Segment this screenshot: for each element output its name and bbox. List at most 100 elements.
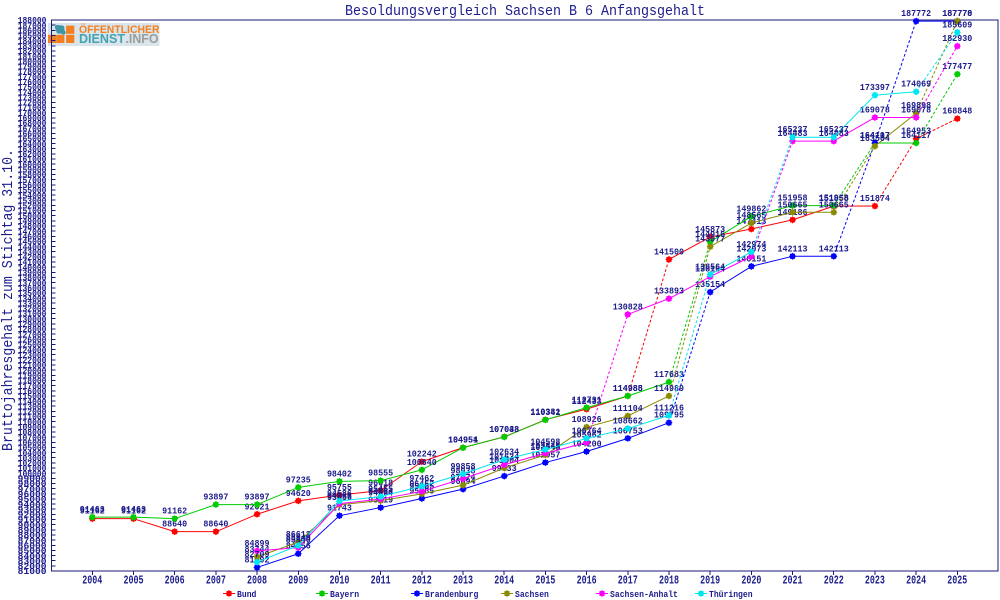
svg-text:82709: 82709 [245,549,270,560]
svg-text:97462: 97462 [409,473,434,484]
svg-text:114989: 114989 [654,383,684,394]
svg-text:134000: 134000 [18,293,47,304]
svg-text:2014: 2014 [494,574,514,588]
svg-text:188000: 188000 [18,15,47,26]
svg-text:98000: 98000 [18,479,47,490]
svg-text:98402: 98402 [327,468,352,479]
svg-text:127000: 127000 [18,329,47,340]
svg-text:149000: 149000 [18,216,47,227]
svg-text:164483: 164483 [778,128,808,139]
svg-text:126000: 126000 [18,334,47,345]
svg-text:94086: 94086 [327,491,352,502]
svg-text:133000: 133000 [18,298,47,309]
svg-text:96000: 96000 [18,489,47,500]
svg-text:Bayern: Bayern [330,589,359,600]
svg-text:99858: 99858 [451,461,476,472]
svg-text:137000: 137000 [18,278,47,289]
svg-text:138164: 138164 [695,264,725,275]
svg-text:113000: 113000 [18,401,47,412]
svg-text:151958: 151958 [778,193,808,204]
svg-text:184000: 184000 [18,36,47,47]
svg-text:86613: 86613 [286,529,311,540]
svg-text:142113: 142113 [819,243,849,254]
svg-text:2005: 2005 [123,574,143,588]
svg-text:2012: 2012 [412,574,432,588]
svg-text:169000: 169000 [18,113,47,124]
svg-text:Bruttojahresgehalt zum Stichta: Bruttojahresgehalt zum Stichtag 31.10. [0,149,17,451]
svg-text:95755: 95755 [327,482,352,493]
svg-text:143977: 143977 [695,234,725,245]
svg-text:180000: 180000 [18,56,47,67]
svg-text:160000: 160000 [18,159,47,170]
svg-text:164117: 164117 [901,130,931,141]
svg-text:Bund: Bund [237,589,256,600]
svg-text:150665: 150665 [819,199,849,210]
svg-text:2021: 2021 [783,574,803,588]
svg-text:91463: 91463 [80,504,105,515]
svg-text:138564: 138564 [695,262,725,273]
svg-text:106764: 106764 [572,425,602,436]
svg-text:159000: 159000 [18,165,47,176]
svg-text:165237: 165237 [778,124,808,135]
svg-text:123000: 123000 [18,350,47,361]
svg-text:103000: 103000 [18,453,47,464]
svg-text:117683: 117683 [654,369,684,380]
svg-text:163000: 163000 [18,144,47,155]
svg-text:2013: 2013 [453,574,473,588]
svg-text:115000: 115000 [18,391,47,402]
svg-text:121000: 121000 [18,360,47,371]
svg-text:104598: 104598 [530,436,560,447]
svg-text:83000: 83000 [18,556,47,567]
svg-text:148000: 148000 [18,221,47,232]
svg-text:177477: 177477 [942,61,972,72]
svg-text:150000: 150000 [18,211,47,222]
svg-text:2017: 2017 [618,574,638,588]
svg-text:168000: 168000 [18,118,47,129]
svg-text:85949: 85949 [286,533,311,544]
svg-text:100640: 100640 [407,457,437,468]
svg-text:187778: 187778 [942,8,972,19]
svg-text:165237: 165237 [819,124,849,135]
svg-text:151858: 151858 [819,193,849,204]
svg-text:168848: 168848 [942,106,972,117]
svg-text:102634: 102634 [489,447,519,458]
svg-text:187000: 187000 [18,20,47,31]
svg-text:2009: 2009 [288,574,308,588]
svg-text:90000: 90000 [18,520,47,531]
svg-text:172000: 172000 [18,98,47,109]
svg-text:93000: 93000 [18,504,47,515]
svg-text:157000: 157000 [18,175,47,186]
svg-text:166000: 166000 [18,128,47,139]
svg-text:142000: 142000 [18,252,47,263]
svg-text:132000: 132000 [18,304,47,315]
svg-text:147000: 147000 [18,226,47,237]
svg-text:109000: 109000 [18,422,47,433]
svg-text:91000: 91000 [18,515,47,526]
svg-text:88640: 88640 [162,519,187,530]
svg-text:114000: 114000 [18,396,47,407]
svg-text:148565: 148565 [736,210,766,221]
svg-text:156000: 156000 [18,180,47,191]
svg-text:2004: 2004 [82,574,102,588]
svg-text:Brandenburg: Brandenburg [425,589,479,600]
svg-text:2024: 2024 [906,574,926,588]
svg-text:130828: 130828 [613,301,643,312]
svg-text:176000: 176000 [18,77,47,88]
svg-text:119000: 119000 [18,371,47,382]
svg-text:185000: 185000 [18,31,47,42]
svg-text:2015: 2015 [535,574,555,588]
svg-text:94620: 94620 [286,488,311,499]
svg-text:149862: 149862 [736,203,766,214]
svg-text:177000: 177000 [18,72,47,83]
svg-text:93856: 93856 [327,492,352,503]
svg-text:185609: 185609 [942,19,972,30]
svg-text:187770: 187770 [942,8,972,19]
svg-text:87000: 87000 [18,535,47,546]
svg-text:ÖFFENTLICHER: ÖFFENTLICHER [79,23,160,36]
svg-text:111216: 111216 [654,402,684,413]
svg-text:106000: 106000 [18,437,47,448]
svg-text:138000: 138000 [18,273,47,284]
svg-text:169898: 169898 [901,100,931,111]
svg-text:84000: 84000 [18,551,47,562]
svg-text:117000: 117000 [18,381,47,392]
